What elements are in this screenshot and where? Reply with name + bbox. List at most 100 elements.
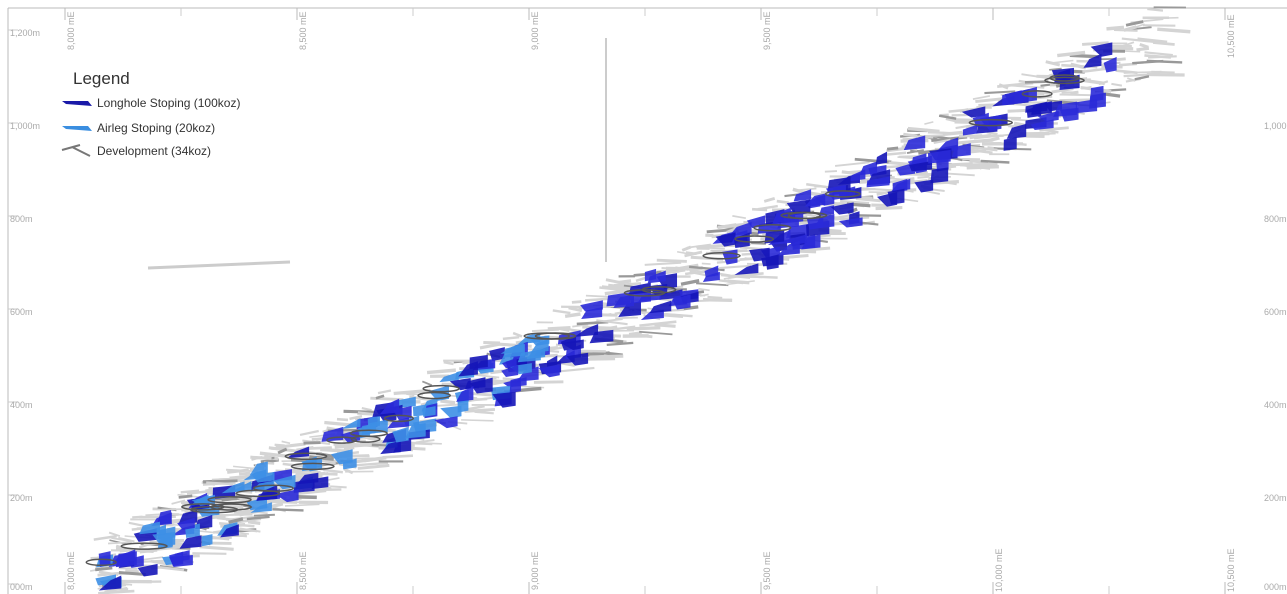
development (707, 295, 723, 300)
development (989, 136, 1000, 142)
development (233, 510, 250, 515)
stope (589, 329, 614, 344)
development (275, 442, 306, 450)
elevation-label: 000m (1264, 582, 1287, 592)
stope (422, 406, 436, 417)
stope (501, 365, 519, 378)
development (1132, 59, 1164, 65)
ramp (207, 496, 252, 504)
development (938, 114, 957, 120)
development (1021, 73, 1047, 79)
development (1116, 57, 1126, 62)
development (956, 138, 994, 145)
stope (177, 517, 195, 530)
stope (838, 217, 863, 228)
development (1147, 7, 1164, 12)
elevation-label: 400m (1264, 400, 1287, 410)
stope (804, 193, 826, 207)
development (138, 543, 150, 549)
development (604, 289, 630, 296)
development (1024, 80, 1049, 84)
development (664, 269, 686, 275)
development (336, 417, 349, 422)
development (253, 513, 275, 517)
easting-label: 8,000 mE (66, 11, 76, 50)
elevation-label: 200m (1264, 493, 1287, 503)
development (685, 251, 697, 256)
ramp (702, 252, 741, 260)
development (330, 485, 347, 489)
development (512, 331, 523, 338)
development (192, 552, 227, 555)
legend-icon (62, 101, 92, 106)
development (232, 517, 262, 525)
legend-icon (62, 126, 92, 131)
development (1051, 87, 1074, 94)
development (972, 95, 991, 100)
development (1121, 37, 1158, 44)
stope (784, 234, 807, 245)
stope (866, 176, 890, 188)
development (377, 389, 392, 395)
development (108, 541, 132, 545)
stope (574, 323, 599, 337)
stope (405, 423, 426, 439)
development (440, 399, 456, 405)
ramp (1044, 76, 1085, 85)
stope (517, 366, 539, 382)
elevation-label: 600m (10, 307, 33, 317)
stope (501, 357, 517, 369)
development (1121, 41, 1135, 47)
stope (286, 446, 310, 459)
stope (734, 263, 759, 275)
development (547, 325, 571, 330)
development (572, 323, 589, 328)
stope (649, 300, 672, 314)
development (533, 380, 564, 384)
development (726, 227, 737, 235)
development (218, 477, 250, 481)
development (599, 286, 623, 292)
stope (606, 292, 631, 307)
elevation-label: 600m (1264, 307, 1287, 317)
elevation-label: 800m (1264, 214, 1287, 224)
development (199, 545, 234, 551)
ramp (189, 505, 239, 514)
development (571, 300, 582, 304)
development (251, 455, 263, 461)
development (1144, 51, 1173, 57)
development (635, 276, 646, 283)
easting-label: 8,500 mE (298, 551, 308, 590)
development (626, 326, 661, 331)
stope (909, 160, 933, 172)
development (180, 489, 200, 494)
development (361, 406, 372, 412)
development (443, 360, 454, 366)
easting-label: 8,500 mE (298, 11, 308, 50)
development (281, 440, 291, 445)
development (1039, 126, 1069, 132)
ramp (417, 391, 452, 400)
development (719, 264, 752, 270)
stope (547, 355, 558, 367)
development (426, 368, 456, 375)
stope (296, 472, 319, 485)
stope (191, 494, 216, 506)
development (1136, 46, 1150, 52)
development (1028, 132, 1056, 136)
development (323, 468, 343, 474)
development (125, 569, 139, 573)
development (598, 325, 618, 332)
stope (201, 534, 213, 547)
axis-labels: 1,200m 1,000m 800m 600m 400m 200m 000m 1,000m 80… (10, 11, 1287, 592)
development (656, 258, 687, 263)
easting-label: 10,500 mE (1226, 14, 1236, 58)
stope (169, 551, 184, 566)
development (698, 287, 710, 292)
ramp (1021, 90, 1053, 98)
development (542, 354, 565, 358)
development (984, 90, 1016, 95)
ramp (350, 435, 381, 443)
development (1126, 77, 1136, 82)
development (119, 548, 130, 553)
